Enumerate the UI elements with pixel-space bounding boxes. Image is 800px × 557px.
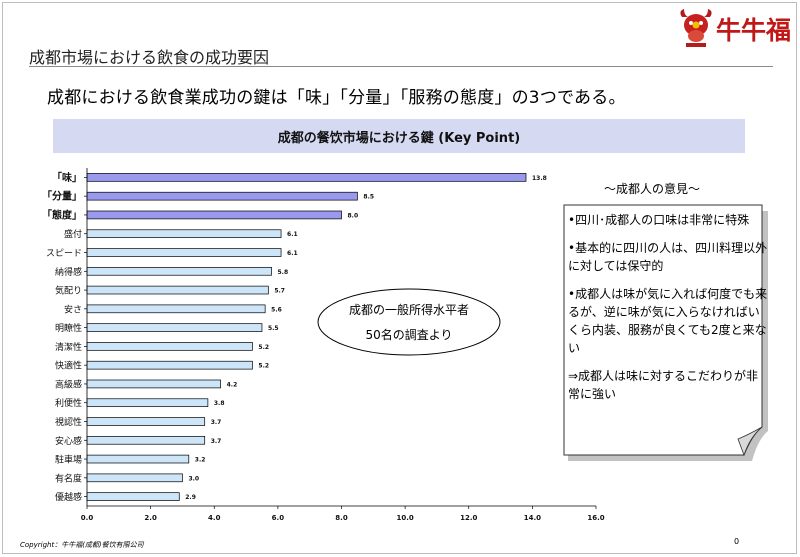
category-label: 視認性 — [55, 416, 82, 428]
bar — [86, 454, 190, 464]
opinion-list: •四川･成都人の口味は非常に特殊 •基本的に四川の人は、四川料理以外に対しては保… — [568, 211, 768, 413]
category-label: 安さ — [64, 303, 82, 315]
bar — [86, 191, 358, 201]
value-label: 5.5 — [268, 325, 279, 332]
bar — [86, 304, 266, 314]
value-label: 6.1 — [287, 231, 298, 238]
category-label: 快適性 — [55, 360, 82, 372]
value-label: 3.7 — [211, 438, 222, 445]
opinion-item: •成都人は味が気に入れば何度でも来るが、逆に味が気に入らなければいくら内装、服務… — [568, 287, 768, 355]
value-label: 5.6 — [271, 306, 282, 313]
category-label: 納得感 — [55, 266, 82, 278]
bar — [86, 229, 282, 239]
x-tick-label: 2.0 — [144, 514, 157, 522]
category-label: 清潔性 — [55, 341, 82, 353]
value-label: 4.2 — [227, 381, 238, 388]
section-title: 成都市場における飲食の成功要因 — [29, 48, 270, 67]
value-label: 5.7 — [274, 288, 285, 295]
bar — [86, 323, 263, 332]
opinions-title: ～成都人の意見～ — [604, 182, 701, 196]
value-label: 5.2 — [258, 344, 269, 351]
category-label: 駐車場 — [55, 454, 82, 466]
headline: 成都における飲食業成功の鍵は「味」「分量」「服務の態度」の3つである。 — [47, 88, 626, 108]
category-label: 明瞭性 — [55, 322, 82, 334]
value-label: 3.7 — [211, 419, 222, 426]
category-label: 「分量」 — [42, 190, 82, 203]
value-label: 3.0 — [188, 475, 199, 482]
x-tick-label: 12.0 — [460, 514, 477, 522]
bar — [86, 173, 527, 182]
bar — [86, 210, 342, 220]
x-tick-label: 0.0 — [81, 514, 94, 522]
bar — [86, 266, 272, 276]
category-label: スピード — [46, 248, 82, 259]
logo: 牛牛福 — [680, 9, 791, 47]
title-divider — [29, 66, 773, 67]
opinion-note-card — [563, 204, 768, 461]
x-tick-label: 14.0 — [524, 514, 541, 522]
chart-title: 成都の餐饮市場における鍵 (Key Point) — [277, 131, 521, 146]
value-label: 3.8 — [214, 400, 225, 407]
category-label: 盛付 — [64, 228, 82, 240]
bar — [86, 379, 221, 389]
survey-ellipse — [317, 288, 501, 356]
category-label: 安心感 — [55, 435, 82, 447]
bar — [86, 492, 180, 501]
x-tick-label: 6.0 — [272, 514, 285, 522]
x-tick-label: 16.0 — [587, 514, 604, 522]
value-label: 5.8 — [278, 269, 289, 276]
x-tick-label: 8.0 — [335, 514, 348, 522]
bar — [86, 360, 253, 370]
bar — [86, 417, 206, 426]
value-label: 8.0 — [348, 212, 359, 219]
bar — [86, 248, 282, 257]
value-label: 3.2 — [195, 457, 206, 464]
category-label: 気配り — [55, 285, 82, 297]
category-label: 高級感 — [55, 378, 82, 390]
opinion-item: ⇒成都人は味に対するこだわりが非常に強い — [568, 369, 759, 401]
logo-wordmark: 牛牛福 — [716, 16, 791, 45]
survey-note: 成都の一般所得水平者 50名の調査より — [318, 298, 500, 348]
bar — [86, 398, 209, 408]
survey-note-line1: 成都の一般所得水平者 — [348, 303, 469, 317]
category-label: 優越感 — [55, 491, 82, 503]
bar — [86, 342, 253, 351]
value-label: 13.8 — [532, 175, 547, 182]
value-label: 5.2 — [258, 363, 269, 370]
bar — [86, 473, 183, 483]
bull-head-icon — [680, 9, 712, 47]
x-tick-label: 10.0 — [396, 514, 413, 522]
category-label: 有名度 — [55, 472, 82, 484]
survey-note-line2: 50名の調査より — [365, 328, 453, 342]
category-label: 「味」 — [52, 171, 82, 184]
category-label: 利便性 — [55, 397, 82, 409]
page-number: 0 — [734, 537, 740, 546]
bar — [86, 435, 206, 445]
chart-title-banner: 成都の餐饮市場における鍵 (Key Point) — [53, 119, 745, 153]
value-label: 2.9 — [185, 494, 196, 501]
opinion-item: •基本的に四川の人は、四川料理以外に対しては保守的 — [568, 241, 768, 273]
value-label: 8.5 — [363, 194, 374, 201]
category-label: 「態度」 — [42, 208, 82, 221]
value-label: 6.1 — [287, 250, 298, 257]
copyright: Copyright：牛牛福(成都)餐饮有限公司 — [20, 541, 144, 549]
x-tick-label: 4.0 — [208, 514, 221, 522]
opinion-item: •四川･成都人の口味は非常に特殊 — [568, 213, 750, 227]
bar — [86, 285, 269, 295]
